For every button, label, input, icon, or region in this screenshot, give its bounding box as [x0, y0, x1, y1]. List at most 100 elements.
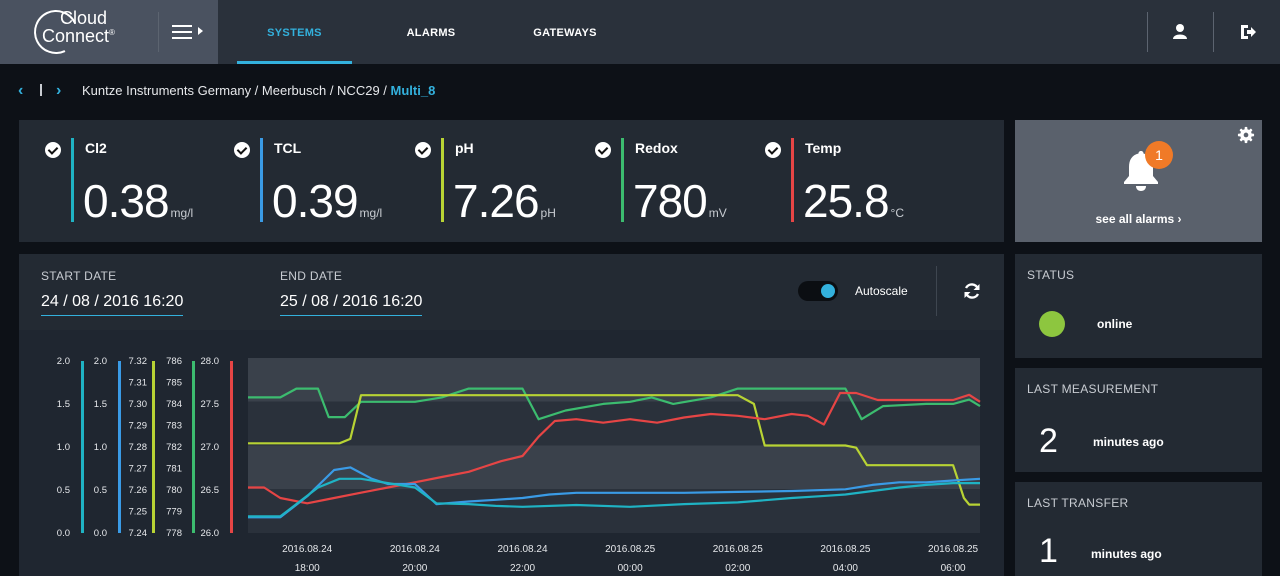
menu-toggle-button[interactable] — [172, 22, 206, 42]
tab-gateways[interactable]: GATEWAYS — [533, 27, 597, 39]
cloud-connect-logo[interactable]: Cloud Connect® — [27, 3, 154, 61]
axis-tick-label: 1.0 — [57, 442, 70, 453]
metric-unit: mg/l — [170, 206, 194, 220]
series-line-ph — [248, 394, 980, 506]
metric-value: 0.38 mg/l — [83, 174, 193, 228]
axis-tick-label: 0.5 — [94, 485, 107, 496]
axis-tick-label: 1.5 — [57, 399, 70, 410]
x-tick-time: 04:00 — [833, 563, 858, 574]
x-tick-time: 06:00 — [941, 563, 966, 574]
metric-color-bar — [260, 138, 263, 222]
last-transfer-value: 1 — [1039, 532, 1058, 570]
header-divider — [1213, 12, 1214, 52]
x-tick-time: 20:00 — [402, 563, 427, 574]
metric-name: pH — [455, 140, 474, 156]
breadcrumb: Kuntze Instruments Germany / Meerbusch /… — [82, 83, 435, 98]
axis-tick-label: 786 — [166, 356, 182, 367]
refresh-icon[interactable] — [962, 281, 982, 301]
status-value: online — [1097, 317, 1133, 331]
axis-tick-label: 7.31 — [129, 378, 148, 389]
axis-tick-label: 7.24 — [129, 528, 148, 539]
metric-unit: mg/l — [359, 206, 383, 220]
axis-tick-label: 785 — [166, 378, 182, 389]
status-panel: STATUS online — [1015, 254, 1262, 358]
logo-registered: ® — [109, 28, 115, 37]
metric-color-bar — [441, 138, 444, 222]
axis-tick-label: 1.5 — [94, 399, 107, 410]
x-tick-date: 2016.08.24 — [390, 544, 440, 555]
check-icon[interactable] — [45, 142, 61, 158]
caret-right-icon — [198, 27, 203, 35]
logo-text-line2: Connect® — [42, 26, 115, 47]
alarms-panel[interactable]: see all alarms › — [1015, 120, 1262, 242]
end-date-input[interactable]: 25 / 08 / 2016 16:20 — [280, 293, 423, 316]
metric-number: 0.39 — [272, 175, 359, 227]
x-tick-date: 2016.08.25 — [713, 544, 763, 555]
axis-tick-label: 781 — [166, 464, 182, 475]
breadcrumb-current: Multi_8 — [390, 83, 436, 98]
metric-value: 0.39 mg/l — [272, 174, 382, 228]
last-measurement-panel: LAST MEASUREMENT 2 minutes ago — [1015, 368, 1262, 472]
metric-value: 25.8 °C — [803, 174, 904, 228]
x-tick-time: 02:00 — [725, 563, 750, 574]
last-transfer-panel: LAST TRANSFER 1 minutes ago — [1015, 482, 1262, 576]
x-tick-date: 2016.08.25 — [928, 544, 978, 555]
x-tick-time: 00:00 — [618, 563, 643, 574]
x-tick-date: 2016.08.24 — [282, 544, 332, 555]
date-range-bar — [19, 254, 1004, 330]
metrics-panel: Cl2 0.38 mg/l TCL 0.39 mg/l pH 7.26 pH Redo… — [19, 120, 1004, 242]
x-tick-time: 18:00 — [295, 563, 320, 574]
header-divider — [158, 12, 159, 52]
metric-name: TCL — [274, 140, 302, 156]
metric-unit: pH — [540, 206, 556, 220]
axis-tick-label: 782 — [166, 442, 182, 453]
alarm-count-badge: 1 — [1145, 141, 1173, 169]
start-date-input[interactable]: 24 / 08 / 2016 16:20 — [41, 293, 184, 316]
tab-systems[interactable]: SYSTEMS — [237, 0, 352, 64]
hamburger-icon-bar — [172, 31, 192, 33]
axis-bar-redox — [192, 361, 195, 533]
check-icon[interactable] — [595, 142, 611, 158]
axis-tick-label: 778 — [166, 528, 182, 539]
last-measurement-title: LAST MEASUREMENT — [1027, 382, 1159, 396]
check-icon[interactable] — [765, 142, 781, 158]
axis-tick-label: 783 — [166, 421, 182, 432]
logout-icon[interactable] — [1238, 22, 1258, 42]
axis-tick-label: 26.0 — [201, 528, 220, 539]
axis-tick-label: 7.25 — [129, 507, 148, 518]
user-icon[interactable] — [1170, 22, 1190, 42]
metric-value: 7.26 pH — [453, 174, 556, 228]
axis-tick-label: 7.29 — [129, 421, 148, 432]
metric-number: 25.8 — [803, 175, 890, 227]
x-tick-date: 2016.08.25 — [820, 544, 870, 555]
back-arrow-icon[interactable]: ‹ — [18, 82, 24, 99]
axis-tick-label: 27.5 — [201, 399, 220, 410]
forward-arrow-icon[interactable]: › — [56, 82, 62, 99]
autoscale-toggle[interactable] — [798, 281, 838, 301]
end-date-label: END DATE — [280, 269, 343, 283]
chart-band — [248, 445, 980, 490]
axis-tick-label: 7.26 — [129, 485, 148, 496]
hamburger-icon — [172, 25, 192, 27]
metric-color-bar — [791, 138, 794, 222]
metric-color-bar — [621, 138, 624, 222]
metric-name: Cl2 — [85, 140, 107, 156]
axis-tick-label: 7.32 — [129, 356, 148, 367]
last-measurement-suffix: minutes ago — [1093, 435, 1164, 449]
chart-band — [248, 489, 980, 533]
gear-icon[interactable] — [1237, 126, 1255, 144]
breadcrumb-path[interactable]: Kuntze Instruments Germany / Meerbusch /… — [82, 83, 391, 98]
check-icon[interactable] — [415, 142, 431, 158]
check-icon[interactable] — [234, 142, 250, 158]
logo-text-connect: Connect — [42, 26, 110, 46]
x-tick-time: 22:00 — [510, 563, 535, 574]
axis-tick-label: 28.0 — [201, 356, 220, 367]
axis-tick-label: 7.27 — [129, 464, 148, 475]
axis-tick-label: 779 — [166, 507, 182, 518]
tab-alarms[interactable]: ALARMS — [406, 27, 456, 39]
chart-panel: 2.0 1.5 1.0 0.5 0.0 2.0 1.5 1.0 0.5 0.0 7.32 7.31 7.… — [19, 330, 1004, 576]
see-all-alarms-link[interactable]: see all alarms › — [1095, 212, 1182, 226]
start-date-label: START DATE — [41, 269, 117, 283]
header-divider — [1147, 12, 1148, 52]
axis-tick-label: 2.0 — [57, 356, 70, 367]
